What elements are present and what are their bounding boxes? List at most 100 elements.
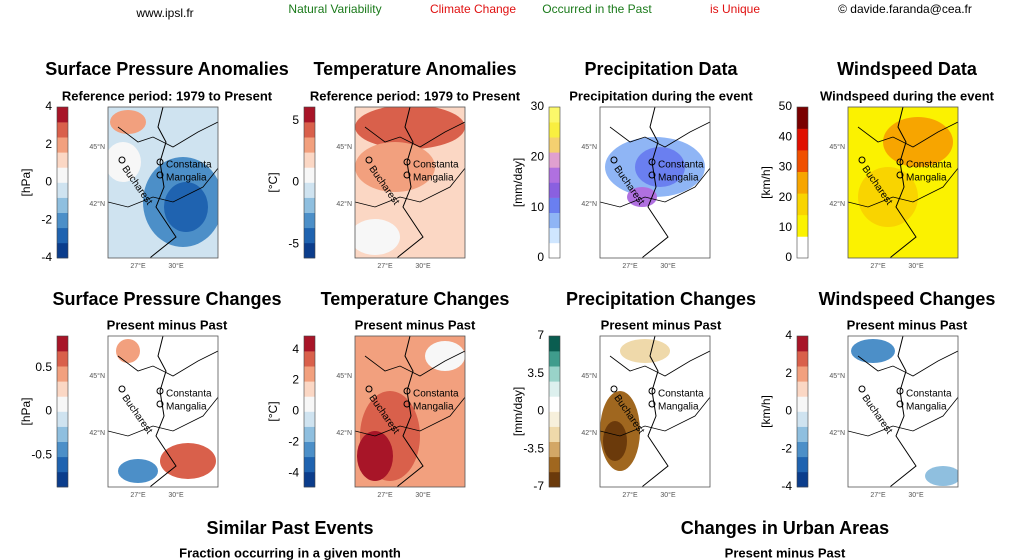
map xyxy=(600,336,710,487)
colorbar-step xyxy=(304,351,315,367)
city-label: Constanta xyxy=(413,160,459,171)
colorbar-step xyxy=(549,137,560,153)
city-marker xyxy=(365,156,373,164)
colorbar-step xyxy=(57,137,68,153)
map xyxy=(848,336,958,487)
colorbar-tick: 2 xyxy=(45,137,52,151)
city-marker xyxy=(118,385,126,393)
panel-title: Temperature Anomalies xyxy=(313,59,516,79)
colorbar-step xyxy=(549,381,560,397)
colorbar-step xyxy=(57,426,68,442)
map xyxy=(355,107,465,258)
colorbar-tick: -4 xyxy=(781,479,792,493)
colorbar-frame xyxy=(303,106,316,259)
colorbar-step xyxy=(304,366,315,382)
colorbar-step xyxy=(57,396,68,412)
map xyxy=(355,336,465,487)
colorbar-step xyxy=(304,152,315,168)
panel-subtitle: Precipitation during the event xyxy=(569,88,753,103)
colorbar-tick: 0 xyxy=(537,250,544,264)
colorbar-step xyxy=(57,227,68,244)
map-blob xyxy=(883,117,953,167)
colorbar-tick: -0.5 xyxy=(31,447,52,461)
colorbar-tick: -4 xyxy=(41,250,52,264)
colorbar-step xyxy=(797,107,808,129)
colorbar-step xyxy=(304,411,315,427)
lon-label: 30°E xyxy=(415,491,431,499)
colorbar-step xyxy=(797,456,808,473)
map-frame xyxy=(354,335,466,488)
map xyxy=(600,107,710,258)
colorbar-step xyxy=(57,197,68,213)
colorbar-frame xyxy=(796,106,809,259)
lon-label: 27°E xyxy=(622,491,638,499)
colorbar-step xyxy=(797,396,808,412)
colorbar-step xyxy=(549,471,560,488)
note: Occurred in the Past xyxy=(542,2,652,16)
map xyxy=(108,107,218,258)
colorbar-step xyxy=(304,456,315,473)
map-frame xyxy=(354,106,466,259)
lat-label: 42°N xyxy=(581,429,597,437)
border xyxy=(108,167,218,208)
colorbar-tick: 5 xyxy=(292,113,299,127)
section-subtitle: Fraction occurring in a given month xyxy=(179,545,401,560)
map-blob xyxy=(355,219,400,255)
panel-subtitle: Present minus Past xyxy=(601,317,722,332)
colorbar-tick: -2 xyxy=(41,212,52,226)
lon-label: 30°E xyxy=(908,262,924,270)
lon-label: 27°E xyxy=(622,262,638,270)
border xyxy=(857,350,958,377)
colorbar-step xyxy=(549,122,560,138)
colorbar-step xyxy=(304,197,315,213)
border xyxy=(364,350,465,377)
coastline xyxy=(642,336,669,487)
map-frame xyxy=(599,335,711,488)
city-label: Mangalia xyxy=(906,402,947,413)
city-marker xyxy=(896,158,904,166)
colorbar-step xyxy=(549,182,560,198)
city-marker xyxy=(403,387,411,395)
note: is Unique xyxy=(710,2,760,16)
coastline xyxy=(397,336,424,487)
colorbar-step xyxy=(57,212,68,229)
lon-label: 30°E xyxy=(908,491,924,499)
lon-label: 27°E xyxy=(870,491,886,499)
colorbar-tick: 20 xyxy=(779,190,793,204)
colorbar-step xyxy=(549,197,560,213)
colorbar-tick: -3.5 xyxy=(523,441,544,455)
lon-label: 27°E xyxy=(377,491,393,499)
unit-label: [km/h] xyxy=(759,395,773,428)
panel-subtitle: Reference period: 1979 to Present xyxy=(310,88,521,103)
panel-subtitle: Reference period: 1979 to Present xyxy=(62,88,273,103)
city-marker xyxy=(403,171,411,179)
map-blob xyxy=(355,107,465,149)
lon-label: 27°E xyxy=(130,262,146,270)
city-label: Mangalia xyxy=(658,173,699,184)
unit-label: [hPa] xyxy=(19,397,33,425)
colorbar-step xyxy=(57,152,68,168)
colorbar-step xyxy=(797,193,808,216)
city-marker xyxy=(156,400,164,408)
lon-label: 27°E xyxy=(130,491,146,499)
map-blob xyxy=(603,421,627,461)
colorbar-step xyxy=(304,122,315,138)
colorbar-step xyxy=(549,107,560,123)
colorbar-step xyxy=(549,351,560,367)
city-label: Constanta xyxy=(413,389,459,400)
colorbar-frame xyxy=(56,106,69,259)
border xyxy=(355,396,465,437)
lat-label: 45°N xyxy=(336,372,352,380)
lon-label: 30°E xyxy=(415,262,431,270)
colorbar-tick: 0 xyxy=(45,404,52,418)
map-blob xyxy=(851,339,895,363)
colorbar-step xyxy=(549,411,560,427)
colorbar-step xyxy=(549,426,560,442)
lat-label: 42°N xyxy=(336,200,352,208)
website: www.ipsl.fr xyxy=(135,6,193,20)
colorbar-step xyxy=(797,381,808,397)
border xyxy=(848,167,958,208)
colorbar-step xyxy=(549,212,560,229)
lat-label: 42°N xyxy=(829,429,845,437)
colorbar-tick: 50 xyxy=(779,99,793,113)
